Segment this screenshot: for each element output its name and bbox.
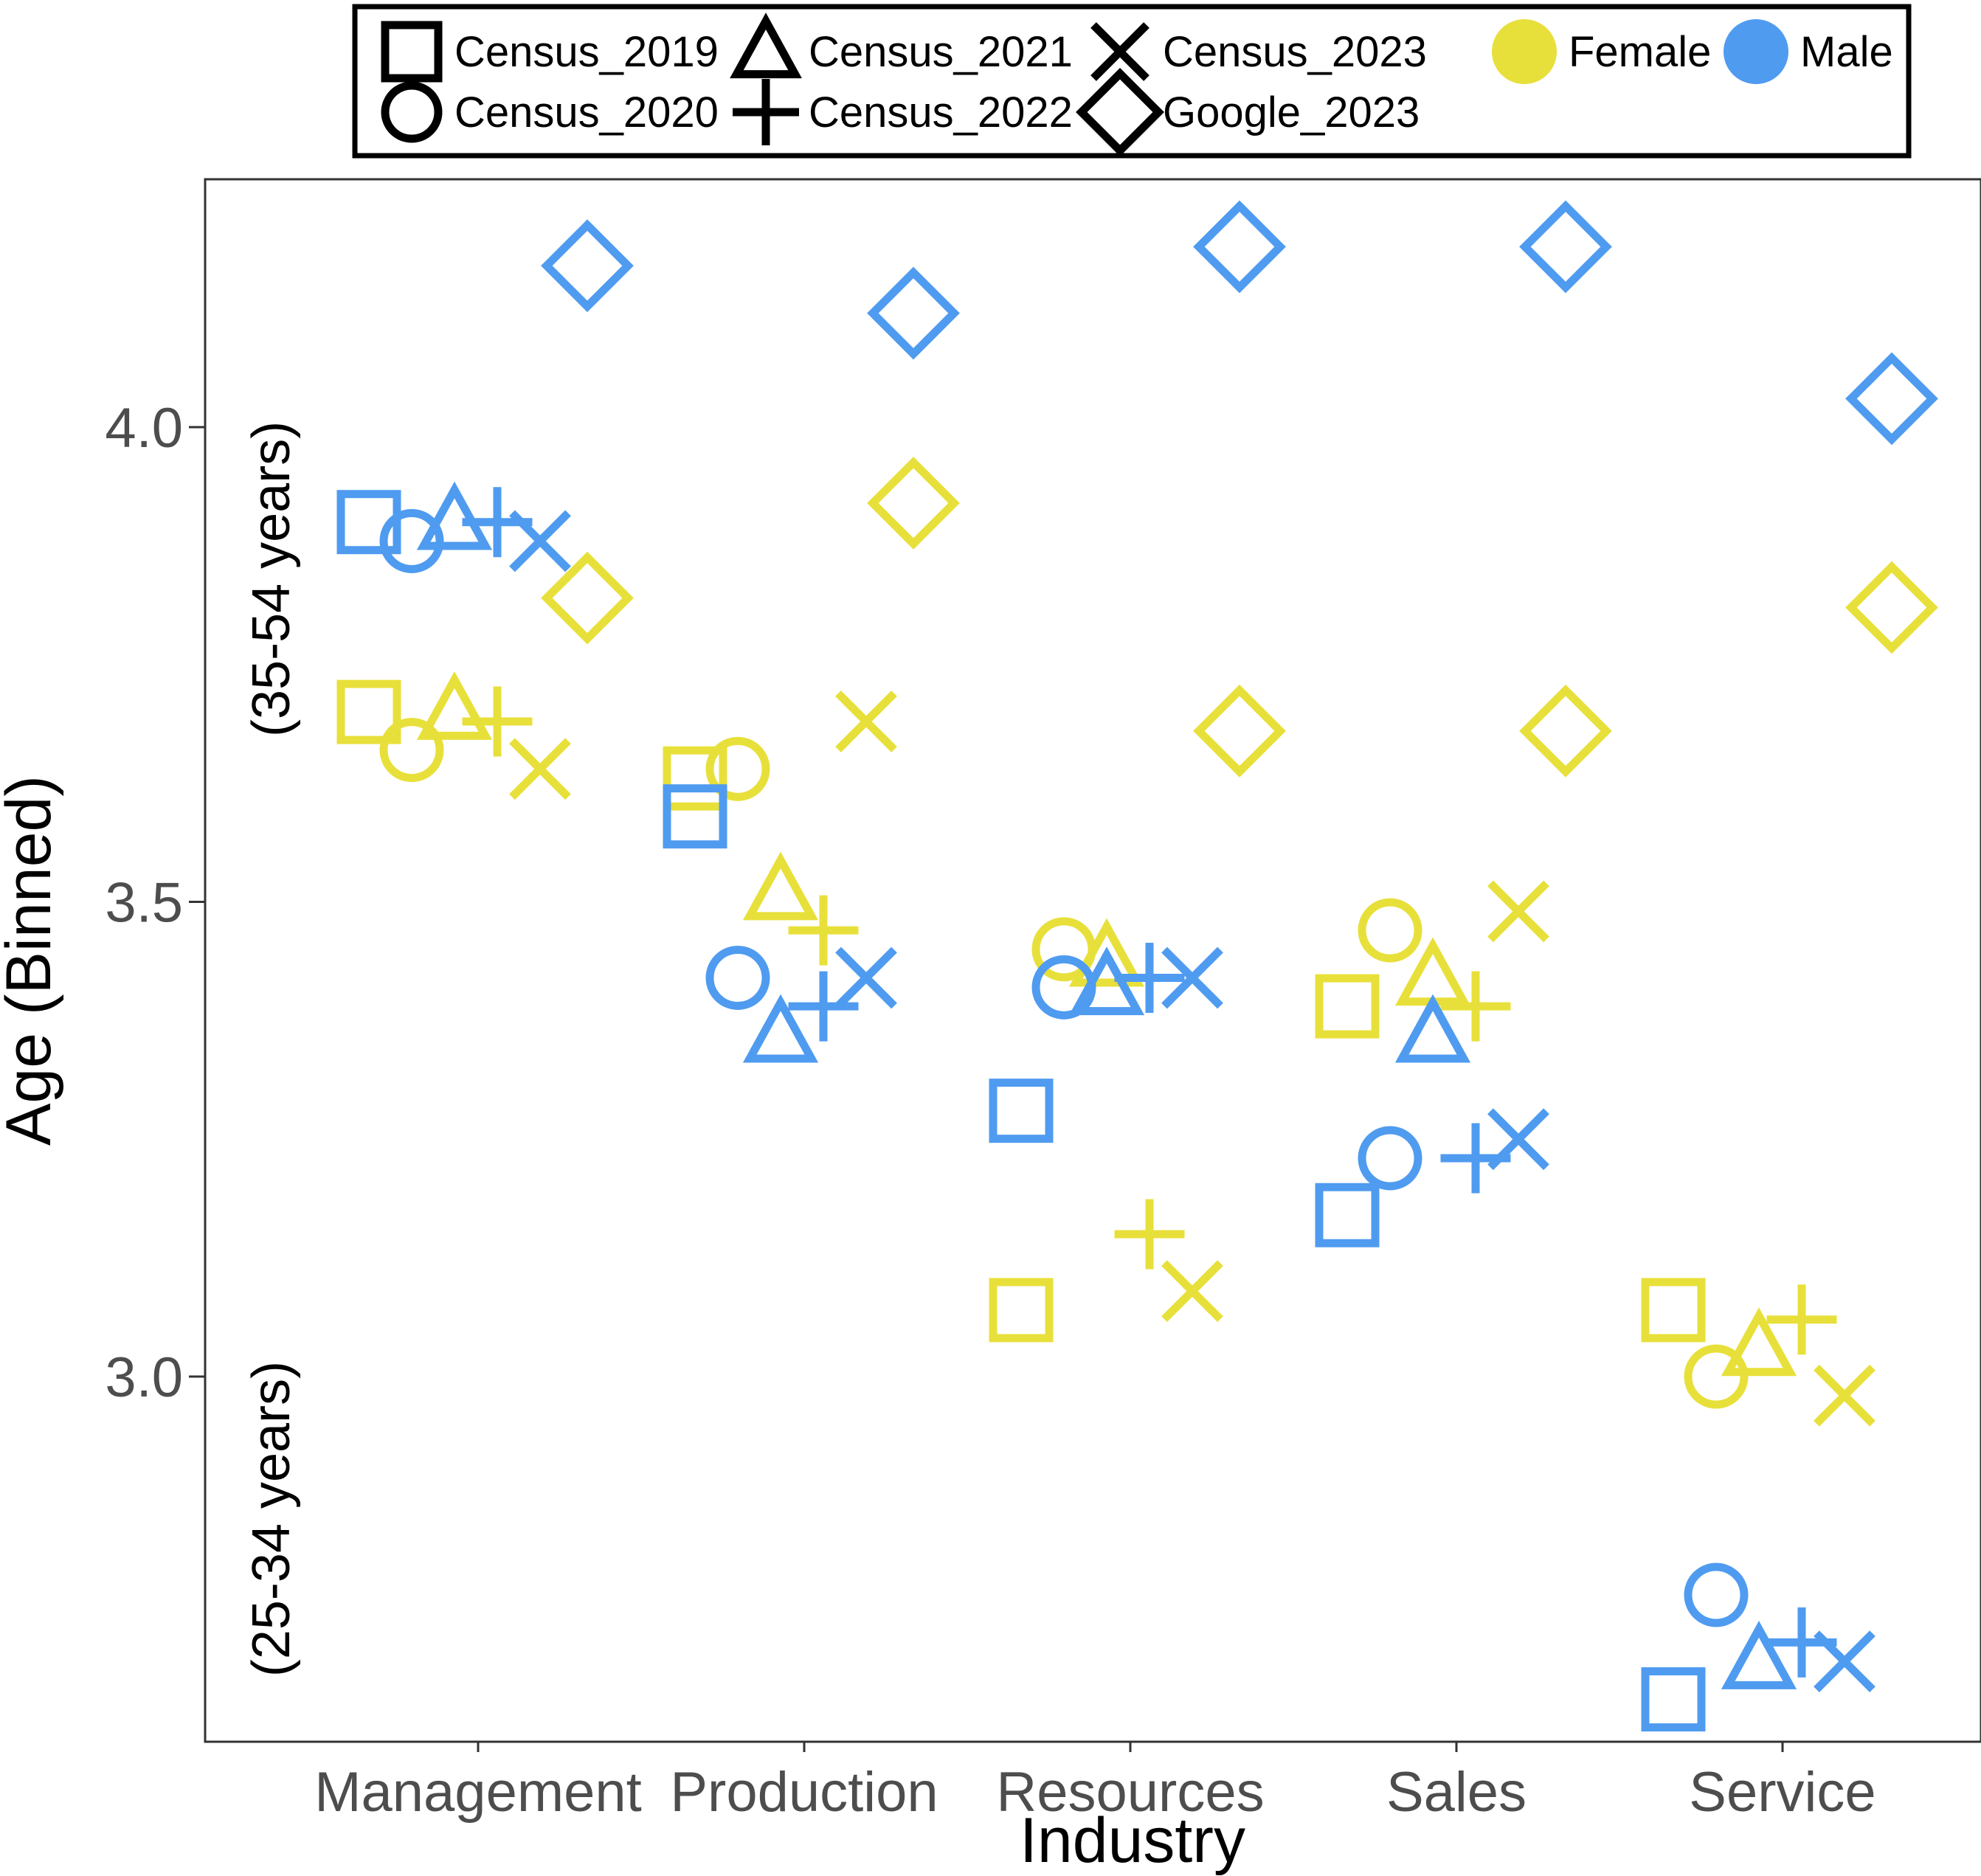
legend: Census_2019 Census_2020 Census_2021 Census_…: [352, 4, 1912, 159]
point-female-service-census-2023: [1814, 1364, 1875, 1427]
x-axis-title: Industry: [1020, 1805, 1245, 1876]
point-male-production-census-2019: [663, 784, 727, 849]
point-male-management-census-2023: [509, 510, 571, 572]
point-male-sales-census-2020: [1358, 1126, 1422, 1191]
point-female-production-google-2023: [867, 457, 960, 550]
point-female-sales-census-2022: [1440, 971, 1511, 1042]
point-female-sales-census-2023: [1487, 880, 1549, 943]
point-female-service-census-2021: [1721, 1307, 1797, 1377]
legend-female-swatch: [1492, 19, 1557, 84]
legend-male-label: Male: [1800, 28, 1893, 76]
legend-census-2020-label: Census_2020: [454, 89, 719, 136]
point-male-resources-census-2021: [1068, 946, 1145, 1016]
point-male-management-census-2021: [416, 481, 493, 550]
point-male-sales-census-2019: [1315, 1183, 1380, 1247]
x-tick-label: Service: [1689, 1761, 1875, 1824]
legend-census-2023-marker: [1090, 22, 1149, 81]
y-axis-title: Age (Binned): [0, 775, 64, 1146]
legend-census-2019-label: Census_2019: [454, 28, 719, 76]
point-male-service-census-2021: [1721, 1620, 1797, 1689]
point-male-service-google-2023: [1845, 352, 1938, 446]
point-female-management-google-2023: [541, 551, 634, 645]
point-female-resources-census-2023: [1161, 1260, 1223, 1323]
point-female-resources-census-2022: [1114, 1199, 1185, 1270]
legend-census-2019-marker: [381, 21, 443, 83]
data-points: [336, 200, 1938, 1732]
legend-census-2023-label: Census_2023: [1163, 28, 1427, 76]
point-female-management-census-2023: [509, 738, 571, 800]
point-male-resources-census-2019: [989, 1079, 1054, 1143]
point-male-production-census-2020: [705, 945, 770, 1010]
point-male-management-census-2020: [379, 508, 444, 573]
point-female-production-census-2023: [835, 690, 897, 752]
point-male-management-google-2023: [541, 219, 634, 313]
point-female-production-census-2019: [663, 746, 727, 811]
age-band-label: (35-54 years): [242, 421, 301, 737]
x-axis: Management Production Resources Sales Servic…: [314, 1742, 1876, 1824]
y-tick-label: 3.0: [105, 1346, 183, 1409]
legend-female-label: Female: [1569, 28, 1711, 76]
point-female-management-census-2022: [462, 686, 533, 757]
point-male-production-census-2022: [788, 971, 859, 1042]
point-male-production-census-2023: [835, 946, 897, 1009]
point-female-service-google-2023: [1845, 561, 1938, 654]
legend-census-2021-marker: [730, 13, 802, 79]
point-female-production-census-2020: [705, 736, 770, 801]
point-female-management-census-2019: [336, 679, 401, 744]
point-female-resources-census-2021: [1068, 918, 1145, 987]
point-male-sales-census-2023: [1487, 1108, 1549, 1171]
point-female-resources-google-2023: [1193, 684, 1286, 778]
age-band-label: (25-34 years): [242, 1361, 301, 1677]
point-female-service-census-2020: [1684, 1344, 1749, 1409]
legend-male-swatch: [1724, 19, 1788, 84]
point-male-service-census-2020: [1684, 1562, 1749, 1627]
point-female-management-census-2020: [379, 718, 444, 783]
legend-census-2022-label: Census_2022: [809, 89, 1073, 136]
point-female-resources-census-2019: [989, 1278, 1054, 1343]
point-male-sales-google-2023: [1519, 200, 1612, 294]
band-labels: (35-54 years) (25-34 years): [242, 421, 301, 1677]
x-tick-label: Management: [314, 1761, 642, 1824]
legend-google-2023-label: Google_2023: [1163, 89, 1420, 136]
point-female-service-census-2022: [1766, 1284, 1837, 1355]
legend-census-2020-marker: [381, 81, 443, 143]
legend-google-2023-marker: [1076, 68, 1164, 156]
point-male-resources-google-2023: [1193, 200, 1286, 294]
point-female-sales-census-2019: [1315, 974, 1380, 1039]
point-male-service-census-2019: [1641, 1667, 1706, 1732]
point-male-resources-census-2022: [1114, 942, 1185, 1013]
point-female-management-census-2021: [416, 671, 493, 740]
legend-census-2021-label: Census_2021: [809, 28, 1073, 76]
point-female-service-census-2019: [1641, 1278, 1706, 1343]
y-axis: 3.0 3.5 4.0: [105, 397, 205, 1409]
x-tick-label: Production: [670, 1761, 938, 1824]
point-female-sales-census-2020: [1358, 898, 1422, 963]
point-male-service-census-2023: [1814, 1630, 1875, 1692]
point-female-production-census-2022: [788, 895, 859, 966]
y-tick-label: 4.0: [105, 397, 183, 460]
x-tick-label: Resources: [996, 1761, 1264, 1824]
point-male-sales-census-2021: [1394, 994, 1471, 1063]
point-female-sales-google-2023: [1519, 684, 1612, 778]
point-male-resources-census-2023: [1161, 946, 1223, 1009]
point-female-production-census-2021: [742, 851, 819, 921]
y-tick-label: 3.5: [105, 872, 183, 935]
legend-census-2022-marker: [733, 79, 799, 145]
point-male-production-census-2021: [742, 994, 819, 1063]
point-male-production-google-2023: [867, 266, 960, 360]
x-tick-label: Sales: [1386, 1761, 1527, 1824]
